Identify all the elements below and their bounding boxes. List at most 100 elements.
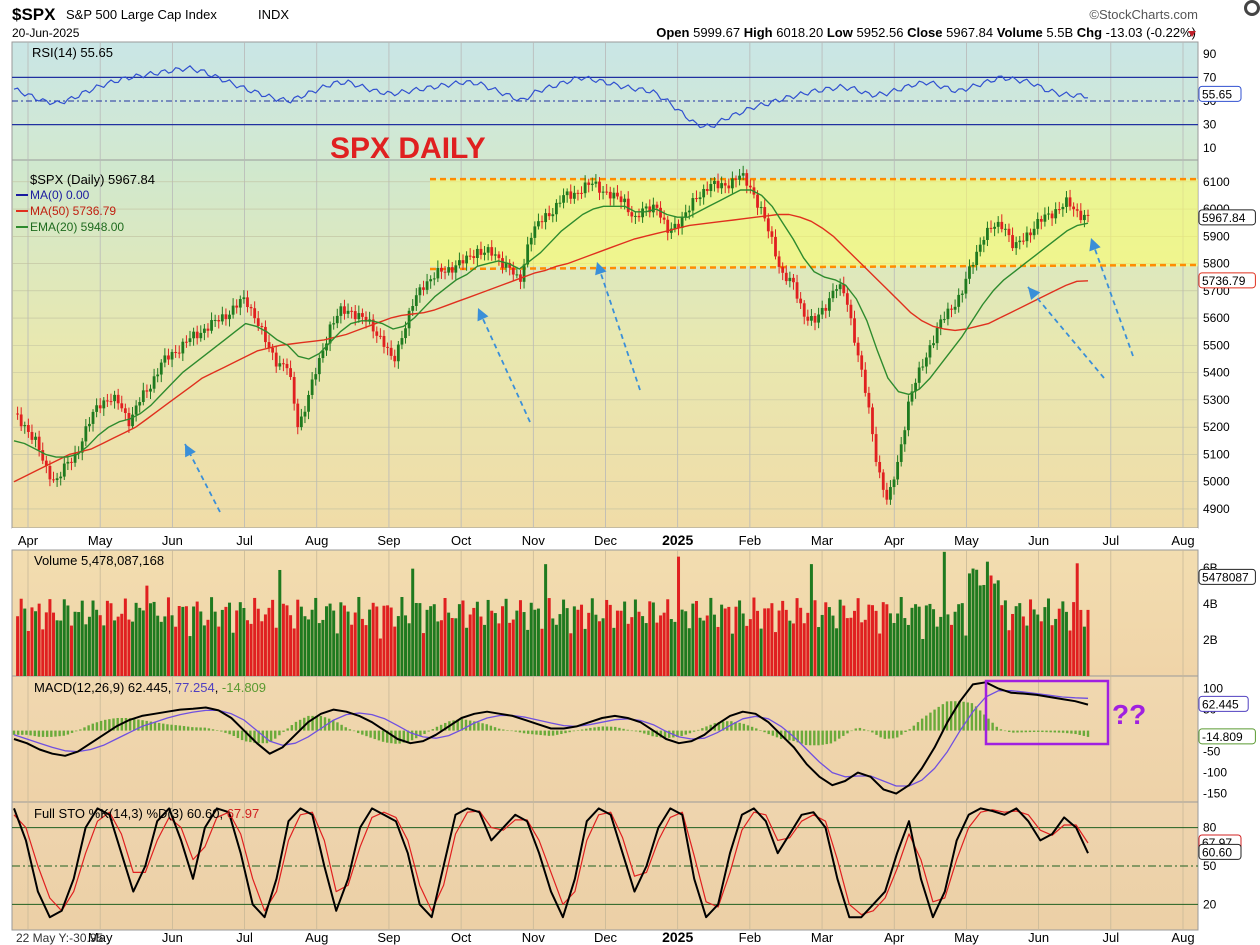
- volume-bar: [813, 600, 817, 676]
- macd-hist-bar: [37, 730, 41, 737]
- macd-hist-bar: [1003, 730, 1007, 732]
- volume-bar: [759, 628, 763, 676]
- volume-bar: [299, 606, 303, 676]
- candle-body: [820, 307, 824, 315]
- volume-bar: [421, 633, 425, 676]
- price-y-tick: 5800: [1203, 257, 1230, 271]
- macd-hist-bar: [837, 730, 841, 739]
- candle-body: [774, 236, 777, 257]
- candle-body: [501, 258, 504, 268]
- candle-body: [228, 314, 231, 320]
- macd-hist-bar: [286, 728, 289, 731]
- candle-body: [1029, 232, 1032, 236]
- x-tick-label: Apr: [18, 533, 39, 548]
- volume-bar: [62, 599, 66, 676]
- arrow-head-icon: [477, 308, 489, 322]
- chart-title-annotation: SPX DAILY: [330, 132, 486, 165]
- volume-bar: [332, 610, 336, 676]
- candle-body: [167, 355, 170, 360]
- candle-body: [479, 248, 483, 255]
- candle-body: [1047, 213, 1050, 215]
- candle-body: [1075, 209, 1079, 211]
- macd-hist-bar: [502, 729, 505, 731]
- candle-body: [982, 239, 986, 245]
- volume-bar: [993, 583, 997, 676]
- candle-body: [795, 282, 799, 299]
- volume-bar: [242, 608, 246, 676]
- volume-bar: [134, 602, 138, 676]
- candle-body: [375, 331, 379, 336]
- volume-bar: [263, 614, 267, 676]
- volume-bar: [199, 611, 203, 676]
- macd-hist-bar: [83, 727, 86, 731]
- macd-hist-bar: [771, 730, 775, 736]
- macd-hist-bar: [162, 723, 165, 731]
- rsi-y-tick: 30: [1203, 118, 1217, 132]
- macd-hist-bar: [692, 730, 696, 732]
- macd-hist-bar: [684, 730, 687, 735]
- macd-hist-bar: [91, 723, 94, 731]
- ema20-legend: EMA(20) 5948.00: [30, 220, 124, 234]
- macd-hist-bar: [29, 730, 32, 736]
- candle-body: [1065, 197, 1068, 207]
- volume-bar: [504, 598, 508, 676]
- macd-hist-bar: [506, 730, 509, 731]
- macd-hist-bar: [290, 725, 294, 731]
- candle-body: [860, 355, 864, 370]
- candle-body: [964, 278, 968, 294]
- volume-bar: [817, 627, 821, 676]
- macd-hist-bar: [220, 730, 223, 732]
- rsi-y-tick: 90: [1203, 47, 1217, 61]
- candle-body: [296, 403, 300, 428]
- candle-body: [727, 185, 731, 189]
- macd-hist-bar: [195, 727, 198, 731]
- volume-bar: [989, 575, 993, 676]
- macd-hist-bar: [734, 722, 737, 731]
- candle-body: [249, 307, 253, 309]
- candle-body: [601, 191, 605, 193]
- candle-body: [677, 223, 680, 228]
- macd-hist-bar: [564, 730, 567, 734]
- candle-body: [817, 314, 821, 323]
- candle-body: [278, 363, 282, 367]
- x-tick-label-bottom: Oct: [451, 930, 472, 945]
- macd-hist-bar: [738, 722, 741, 731]
- candle-body: [357, 313, 361, 320]
- candle-body: [537, 221, 540, 227]
- macd-hist-bar: [908, 729, 911, 731]
- rsi-series: [12, 65, 1198, 129]
- candle-body: [623, 198, 627, 203]
- candle-body: [921, 366, 925, 368]
- candle-body: [62, 463, 66, 477]
- macd-legend: MACD(12,26,9) 62.445, 77.254, -14.809: [34, 680, 266, 695]
- macd-hist-bar: [630, 730, 634, 732]
- volume-bar: [766, 608, 770, 676]
- candle-body: [788, 277, 792, 282]
- volume-bar: [339, 602, 343, 676]
- candle-body: [695, 198, 698, 200]
- macd-highlight-box: [984, 679, 1110, 746]
- macd-hist-bar: [622, 728, 625, 731]
- candle-body: [55, 478, 59, 481]
- rsi-y-tick: 10: [1203, 141, 1217, 155]
- candle-body: [533, 226, 537, 238]
- candle-body: [70, 461, 73, 463]
- settings-circle-icon[interactable]: [1244, 0, 1260, 16]
- macd-hist-bar: [601, 726, 605, 731]
- macd-hist-bar: [452, 720, 455, 731]
- volume-bar: [964, 635, 968, 676]
- volume-bar: [87, 616, 91, 676]
- macd-hist-bar: [958, 701, 961, 731]
- candle-body: [849, 304, 853, 319]
- macd-hist-bar: [75, 730, 78, 732]
- volume-bar: [55, 620, 59, 676]
- candle-body: [264, 326, 267, 343]
- candle-body: [285, 363, 289, 369]
- volume-bar: [802, 623, 806, 676]
- volume-bar: [490, 610, 494, 676]
- volume-bar: [202, 625, 206, 676]
- candle-body: [932, 343, 935, 346]
- volume-bar: [540, 628, 544, 676]
- macd-hist-bar: [356, 730, 360, 734]
- candle-body: [942, 319, 946, 321]
